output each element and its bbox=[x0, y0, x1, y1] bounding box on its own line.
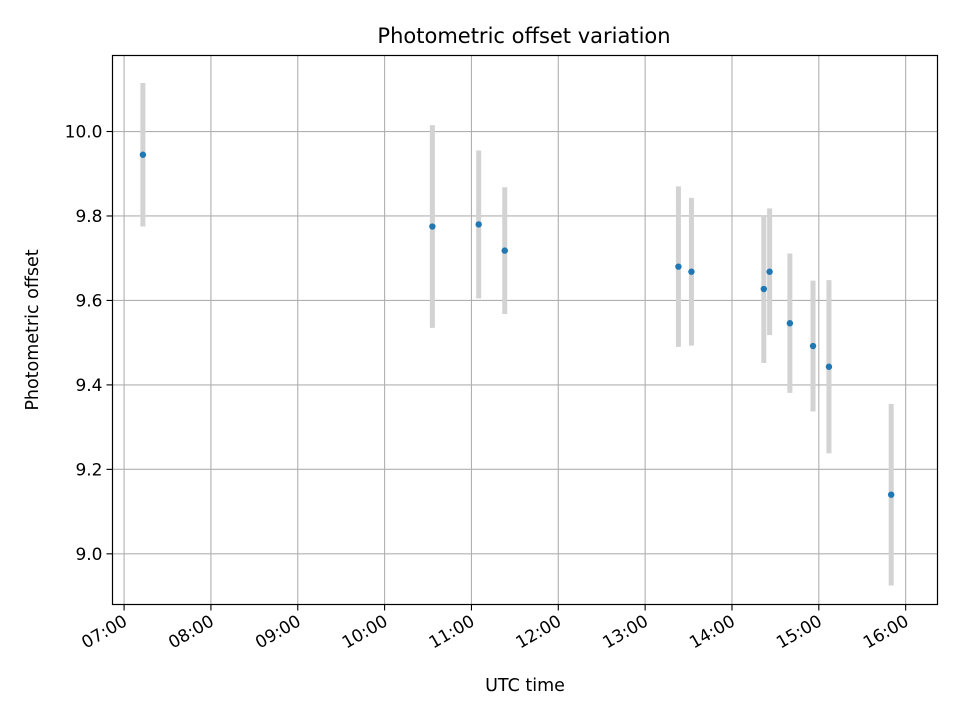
gridlines bbox=[112, 55, 938, 605]
x-axis-label: UTC time bbox=[485, 676, 565, 696]
data-point bbox=[429, 223, 436, 230]
y-tick-label: 9.8 bbox=[75, 207, 102, 227]
y-tick-label: 9.6 bbox=[75, 291, 102, 311]
y-axis-label: Photometric offset bbox=[23, 249, 43, 410]
chart-title: Photometric offset variation bbox=[377, 24, 670, 48]
data-point bbox=[760, 285, 768, 293]
y-tick-label: 9.4 bbox=[75, 376, 102, 396]
data-point bbox=[766, 268, 773, 275]
y-tick-label: 9.2 bbox=[75, 460, 102, 480]
y-tick-label: 10.0 bbox=[65, 123, 103, 143]
data-points bbox=[139, 151, 895, 498]
data-point bbox=[475, 221, 482, 228]
data-point bbox=[887, 491, 895, 498]
data-point bbox=[501, 247, 508, 254]
data-point bbox=[825, 363, 833, 370]
data-point bbox=[675, 263, 682, 270]
data-point bbox=[786, 320, 794, 327]
plot-frame bbox=[111, 54, 939, 606]
data-point bbox=[809, 342, 817, 350]
y-axis: 9.0 9.2 9.4 9.6 9.8 10.0 bbox=[65, 123, 113, 565]
data-point bbox=[139, 151, 147, 158]
data-point bbox=[688, 268, 695, 275]
y-tick-label: 9.0 bbox=[75, 545, 102, 565]
